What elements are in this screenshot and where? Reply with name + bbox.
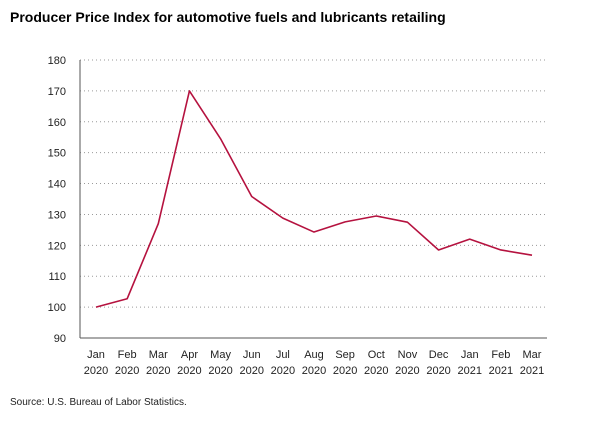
y-tick-label: 100	[48, 302, 66, 314]
x-tick-label-year: 2021	[520, 365, 544, 377]
x-tick-label-year: 2020	[426, 365, 450, 377]
gridlines	[80, 59, 547, 308]
x-tick-label-month: May	[210, 349, 231, 361]
y-axis-ticks: 90 100 110 120 130 140 150 160 170 180	[48, 55, 66, 345]
y-tick-label: 120	[48, 240, 66, 252]
y-tick-label: 170	[48, 86, 66, 98]
x-tick-label-year: 2020	[208, 365, 232, 377]
y-tick-label: 140	[48, 179, 66, 191]
x-tick-label-month: Jul	[276, 349, 290, 361]
x-tick-label-month: Feb	[118, 349, 137, 361]
x-tick-label-month: Apr	[181, 349, 198, 361]
series-line	[95, 90, 533, 308]
x-tick-label-month: Feb	[491, 349, 510, 361]
axes	[79, 60, 547, 339]
x-tick-label-month: Nov	[398, 349, 418, 361]
x-tick-label-year: 2020	[333, 365, 357, 377]
x-tick-label-month: Jun	[243, 349, 261, 361]
x-axis-ticks: Jan 2020 Feb 2020 Mar 2020 Apr 2020 May 2020 Jun 20…	[84, 349, 544, 377]
x-tick-label-month: Sep	[335, 349, 355, 361]
x-tick-label-year: 2020	[146, 365, 170, 377]
x-tick-label-year: 2021	[457, 365, 481, 377]
y-tick-label: 180	[48, 55, 66, 67]
source-note: Source: U.S. Bureau of Labor Statistics.	[10, 397, 187, 408]
y-tick-label: 130	[48, 209, 66, 221]
x-tick-label-year: 2020	[271, 365, 295, 377]
x-tick-label-month: Mar	[149, 349, 168, 361]
x-tick-label-month: Mar	[523, 349, 542, 361]
x-tick-label-year: 2020	[364, 365, 388, 377]
x-tick-label-year: 2020	[115, 365, 139, 377]
x-tick-label-year: 2021	[489, 365, 513, 377]
x-tick-label-month: Jan	[461, 349, 479, 361]
series-group	[95, 90, 533, 308]
x-tick-label-year: 2020	[177, 365, 201, 377]
x-tick-label-month: Aug	[304, 349, 324, 361]
x-tick-label-year: 2020	[84, 365, 108, 377]
x-tick-label-month: Jan	[87, 349, 105, 361]
y-tick-label: 110	[48, 271, 66, 283]
x-tick-label-year: 2020	[395, 365, 419, 377]
x-tick-label-year: 2020	[302, 365, 326, 377]
y-tick-label: 90	[54, 333, 66, 345]
chart-title: Producer Price Index for automotive fuel…	[10, 9, 446, 25]
x-tick-label-month: Dec	[429, 349, 449, 361]
y-tick-label: 150	[48, 148, 66, 160]
x-tick-label-month: Oct	[368, 349, 385, 361]
x-tick-label-year: 2020	[239, 365, 263, 377]
y-tick-label: 160	[48, 117, 66, 129]
